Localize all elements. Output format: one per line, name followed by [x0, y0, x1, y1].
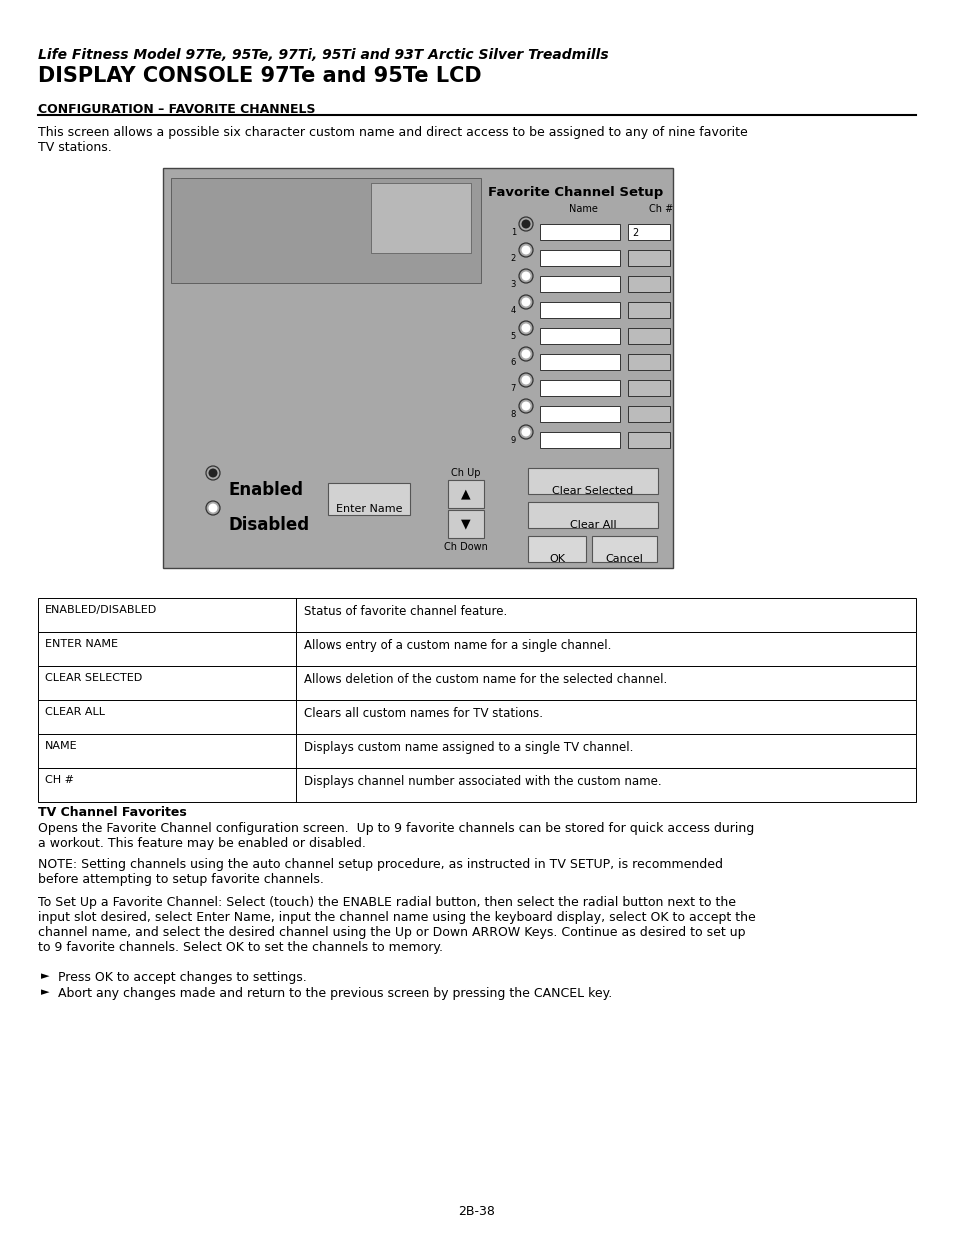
Bar: [527, 536, 585, 562]
Bar: [627, 249, 669, 266]
Text: ►: ►: [41, 987, 50, 997]
Bar: [38, 632, 915, 666]
Bar: [627, 224, 669, 240]
Text: ▼: ▼: [460, 517, 471, 531]
Bar: [163, 168, 672, 568]
Bar: [592, 536, 657, 562]
Circle shape: [521, 427, 530, 436]
Bar: [448, 480, 483, 508]
Bar: [627, 432, 669, 448]
Bar: [539, 249, 619, 266]
Text: Opens the Favorite Channel configuration screen.  Up to 9 favorite channels can : Opens the Favorite Channel configuration…: [38, 823, 754, 850]
Text: Clear All: Clear All: [569, 520, 616, 530]
Text: OK: OK: [548, 555, 564, 564]
Text: Press OK to accept changes to settings.: Press OK to accept changes to settings.: [58, 971, 307, 984]
Text: NAME: NAME: [45, 741, 77, 751]
Text: TV Channel Favorites: TV Channel Favorites: [38, 806, 187, 819]
Bar: [539, 303, 619, 317]
Bar: [539, 432, 619, 448]
Bar: [328, 483, 410, 515]
Text: 3: 3: [510, 280, 516, 289]
Circle shape: [521, 324, 530, 332]
Bar: [627, 329, 669, 345]
Text: 2B-38: 2B-38: [458, 1205, 495, 1218]
Text: CH #: CH #: [45, 776, 74, 785]
Text: 9: 9: [510, 436, 516, 445]
Text: Favorite Channel Setup: Favorite Channel Setup: [487, 186, 662, 199]
Circle shape: [521, 350, 530, 358]
Text: ENABLED/DISABLED: ENABLED/DISABLED: [45, 605, 157, 615]
Circle shape: [521, 401, 530, 410]
Bar: [627, 406, 669, 422]
Text: Cancel: Cancel: [605, 555, 642, 564]
Text: 7: 7: [510, 384, 516, 393]
Bar: [527, 501, 658, 529]
Text: ▲: ▲: [460, 488, 471, 500]
Text: Disabled: Disabled: [229, 516, 310, 534]
Bar: [539, 406, 619, 422]
Text: Ch Up: Ch Up: [451, 468, 480, 478]
Text: Displays channel number associated with the custom name.: Displays channel number associated with …: [304, 776, 661, 788]
Bar: [539, 380, 619, 396]
Bar: [38, 598, 915, 632]
Bar: [627, 303, 669, 317]
Bar: [448, 510, 483, 538]
Text: 2: 2: [631, 228, 638, 238]
Text: Life Fitness Model 97Te, 95Te, 97Ti, 95Ti and 93T Arctic Silver Treadmills: Life Fitness Model 97Te, 95Te, 97Ti, 95T…: [38, 48, 608, 62]
Bar: [627, 275, 669, 291]
Circle shape: [209, 468, 217, 478]
Text: CLEAR SELECTED: CLEAR SELECTED: [45, 673, 142, 683]
Circle shape: [521, 298, 530, 306]
Text: 5: 5: [510, 332, 516, 341]
Text: 6: 6: [510, 358, 516, 367]
Text: ENTER NAME: ENTER NAME: [45, 638, 118, 650]
Bar: [539, 354, 619, 370]
Bar: [627, 354, 669, 370]
Text: Clears all custom names for TV stations.: Clears all custom names for TV stations.: [304, 706, 542, 720]
Circle shape: [209, 504, 217, 513]
Bar: [38, 666, 915, 700]
Bar: [527, 468, 658, 494]
Text: ►: ►: [41, 971, 50, 981]
Text: To Set Up a Favorite Channel: Select (touch) the ENABLE radial button, then sele: To Set Up a Favorite Channel: Select (to…: [38, 897, 755, 953]
Circle shape: [521, 246, 530, 254]
Text: DISPLAY CONSOLE 97Te and 95Te LCD: DISPLAY CONSOLE 97Te and 95Te LCD: [38, 65, 481, 86]
Circle shape: [521, 272, 530, 280]
Text: Ch Down: Ch Down: [443, 542, 487, 552]
Bar: [171, 178, 480, 283]
Text: Enter Name: Enter Name: [335, 504, 402, 514]
Bar: [371, 183, 471, 253]
Text: Clear Selected: Clear Selected: [552, 487, 633, 496]
Bar: [38, 734, 915, 768]
Text: Allows entry of a custom name for a single channel.: Allows entry of a custom name for a sing…: [304, 638, 611, 652]
Text: 8: 8: [510, 410, 516, 419]
Text: NOTE: Setting channels using the auto channel setup procedure, as instructed in : NOTE: Setting channels using the auto ch…: [38, 858, 722, 885]
Bar: [539, 329, 619, 345]
Bar: [627, 380, 669, 396]
Text: This screen allows a possible six character custom name and direct access to be : This screen allows a possible six charac…: [38, 126, 747, 154]
Text: CONFIGURATION – FAVORITE CHANNELS: CONFIGURATION – FAVORITE CHANNELS: [38, 103, 315, 116]
Text: Name: Name: [568, 204, 597, 214]
Text: Displays custom name assigned to a single TV channel.: Displays custom name assigned to a singl…: [304, 741, 633, 755]
Circle shape: [521, 220, 530, 228]
Bar: [539, 275, 619, 291]
Text: Allows deletion of the custom name for the selected channel.: Allows deletion of the custom name for t…: [304, 673, 666, 685]
Text: Abort any changes made and return to the previous screen by pressing the CANCEL : Abort any changes made and return to the…: [58, 987, 612, 1000]
Text: Status of favorite channel feature.: Status of favorite channel feature.: [304, 605, 507, 618]
Circle shape: [521, 375, 530, 384]
Text: Enabled: Enabled: [229, 480, 304, 499]
Bar: [38, 700, 915, 734]
Bar: [38, 768, 915, 802]
Text: Ch #: Ch #: [648, 204, 673, 214]
Text: 1: 1: [510, 228, 516, 237]
Bar: [539, 224, 619, 240]
Text: 4: 4: [510, 306, 516, 315]
Text: 2: 2: [510, 254, 516, 263]
Text: CLEAR ALL: CLEAR ALL: [45, 706, 105, 718]
